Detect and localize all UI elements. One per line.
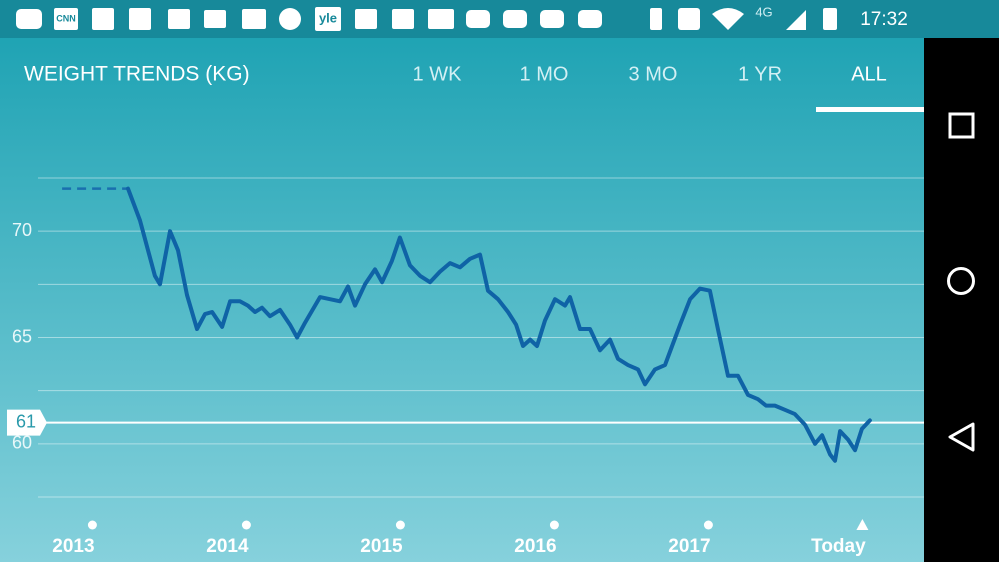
icon [204,10,226,28]
x-tick-dot [395,520,405,530]
home-button[interactable] [947,267,975,295]
icon [54,8,78,30]
icon [428,9,454,29]
icon-text: CNN [56,13,76,23]
tab-indicator [816,107,924,112]
icon [168,9,190,29]
x-tick-dot [703,520,713,530]
wifi-icon [712,8,744,30]
x-tick-label: 2017 [668,536,710,557]
x-tick-dot [87,520,97,530]
icon [540,10,564,28]
icon [466,10,490,28]
recents-button[interactable] [948,112,975,139]
x-tick-dot [549,520,559,530]
nav-bar [924,0,999,562]
x-tick-dot [241,520,251,530]
icon [392,9,414,29]
x-tick-label: 2014 [206,536,249,557]
icon [578,10,602,28]
tab[interactable]: 1 YR [738,63,782,85]
screen-title: WEIGHT TRENDS (KG) [24,63,250,86]
vibrate-icon [678,8,700,30]
icon [129,8,151,30]
y-tick-label: 60 [12,433,32,453]
icon [503,10,527,28]
today-marker [856,519,869,530]
status-bar [0,0,924,38]
x-tick-label: 2016 [514,536,556,557]
x-tick-label: 2013 [52,536,94,557]
notification-icons: CNN yle [16,7,837,31]
network-type: 4G [755,4,772,19]
y-tick-label: 70 [12,220,32,240]
y-tick-label: 65 [12,326,32,346]
current-value-label: 61 [16,411,36,431]
tab[interactable]: ALL [851,63,887,85]
trend-line [126,186,872,463]
tab[interactable]: 1 MO [520,63,569,85]
bluetooth-icon [650,8,662,30]
tab[interactable]: 3 MO [629,63,678,85]
battery-icon [823,8,837,30]
x-tick-label: Today [811,536,866,557]
icon [92,8,114,30]
x-tick-label: 2015 [360,536,403,557]
signal-icon [786,10,806,30]
back-button[interactable] [948,422,975,452]
icon [242,9,266,29]
app-background [0,0,924,562]
chart: 60 65 70 2013 2014 2015 2016 2017 Today 61 [7,177,924,557]
icon [279,8,301,30]
clock: 17:32 [860,9,908,30]
tabs: 1 WK 1 MO 3 MO 1 YR ALL [413,63,924,112]
icon [315,7,341,31]
current-value-tag [7,409,47,436]
icon [355,9,377,29]
tab[interactable]: 1 WK [413,63,463,85]
status-bar-right [924,0,999,38]
icon-text: yle [319,10,337,25]
icon [16,9,42,29]
